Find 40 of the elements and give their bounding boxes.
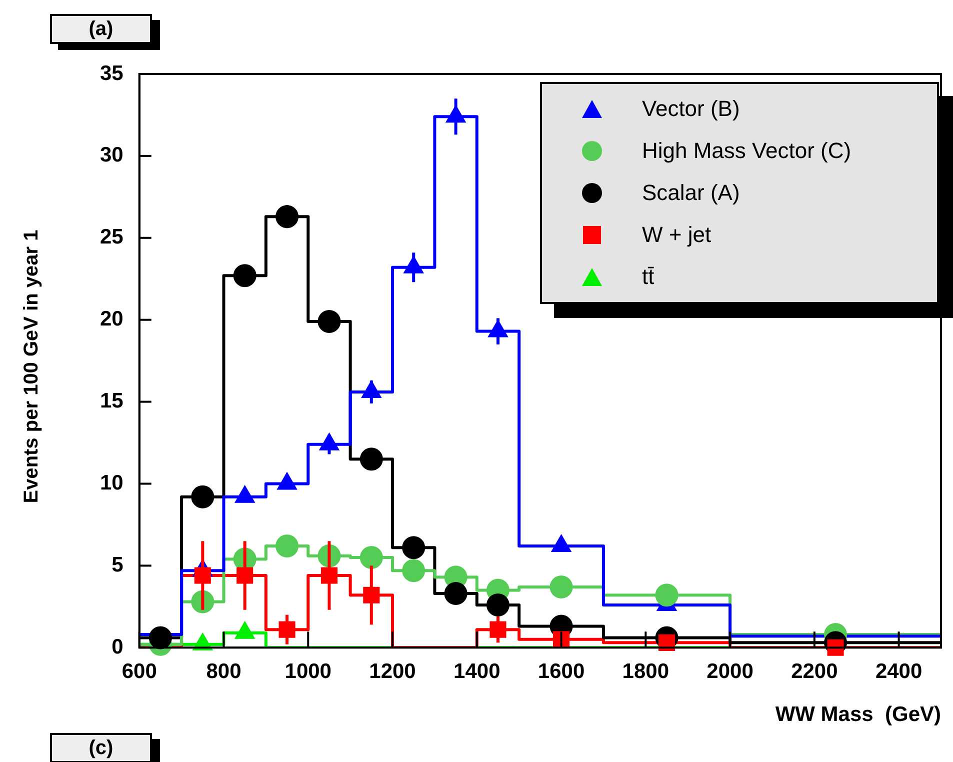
x-tick-label: 2200: [791, 660, 838, 683]
y-tick-label: 20: [100, 308, 124, 331]
point: [402, 536, 426, 560]
x-tick-label: 1800: [622, 660, 670, 683]
x-tick-label: 1400: [454, 660, 500, 683]
x-tick-label: 800: [206, 660, 242, 683]
x-axis-title: WW Mass (GeV): [775, 703, 941, 726]
y-tick-label: 15: [100, 390, 124, 413]
point: [233, 264, 256, 288]
x-tick-label: 1000: [284, 660, 332, 683]
y-tick-label: 0: [112, 635, 124, 658]
point: [444, 582, 468, 606]
y-tick-label: 10: [100, 472, 124, 495]
x-tick-label: 2000: [706, 660, 754, 683]
legend-label: W + jet: [642, 222, 712, 248]
legend-label: High Mass Vector (C): [642, 138, 852, 164]
y-tick-label: 25: [100, 226, 124, 249]
point: [148, 626, 172, 650]
x-tick-label: 600: [122, 660, 157, 683]
y-tick-label: 35: [100, 62, 124, 85]
text: (a): [50, 14, 152, 44]
point: [402, 559, 426, 582]
legend-label: tt̄: [642, 264, 654, 290]
point: [276, 534, 299, 558]
point: [655, 584, 678, 607]
legend-label: Vector (B): [642, 96, 740, 122]
y-axis-title: Events per 100 GeV in year 1: [20, 229, 44, 503]
x-tick-label: 2400: [875, 660, 922, 683]
point: [550, 575, 573, 598]
point: [360, 448, 383, 471]
y-tick-label: 30: [100, 144, 124, 167]
y-tick-label: 5: [112, 553, 124, 576]
point: [486, 593, 510, 616]
x-tick-label: 1600: [538, 660, 585, 683]
point: [318, 310, 341, 333]
point: [191, 485, 214, 508]
legend-label: Scalar (A): [642, 180, 740, 206]
x-tick-label: 1200: [369, 660, 416, 683]
text: (c): [50, 733, 152, 762]
point: [360, 546, 383, 569]
